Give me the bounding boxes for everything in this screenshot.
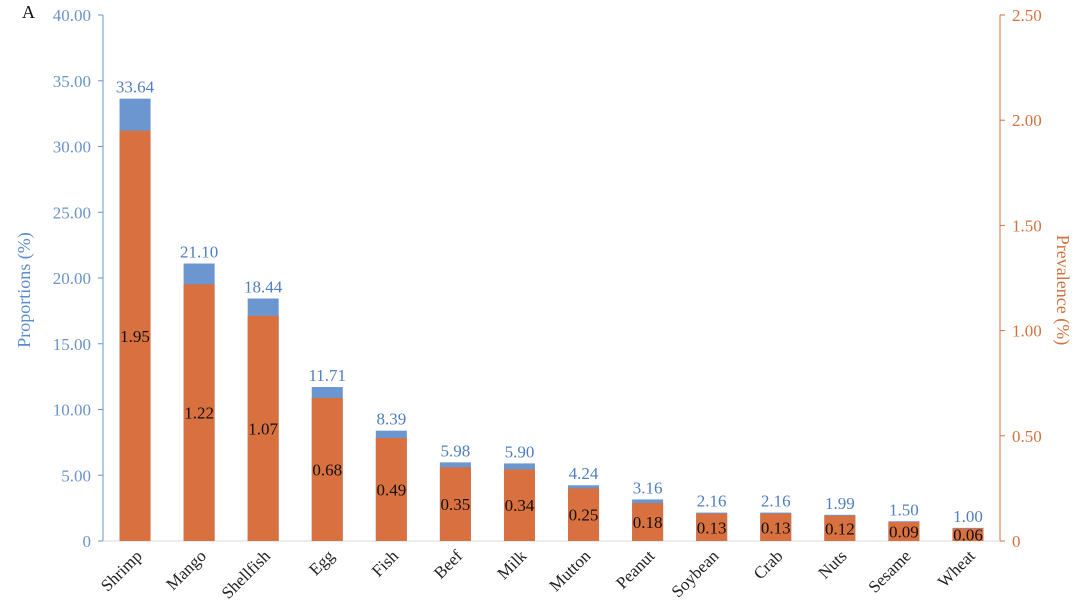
category-label: Peanut bbox=[612, 546, 658, 592]
proportion-value-label: 4.24 bbox=[569, 464, 599, 483]
prevalence-value-label: 0.12 bbox=[825, 519, 855, 538]
category-label: Egg bbox=[305, 546, 338, 579]
proportion-value-label: 1.00 bbox=[953, 507, 983, 526]
prevalence-value-label: 0.34 bbox=[505, 496, 535, 515]
right-axis: 0 0.50 1.00 1.50 2.00 2.50 bbox=[999, 6, 1042, 551]
left-tick-label: 25.00 bbox=[53, 203, 91, 222]
left-tick-label: 30.00 bbox=[53, 138, 91, 157]
category-label: Shrimp bbox=[97, 546, 146, 595]
proportion-value-label: 2.16 bbox=[761, 492, 791, 511]
prevalence-bar bbox=[247, 315, 279, 541]
prevalence-value-label: 0.09 bbox=[889, 523, 919, 542]
left-tick-label: 0 bbox=[83, 532, 92, 551]
prevalence-bar bbox=[952, 528, 984, 541]
prevalence-bar bbox=[760, 513, 792, 541]
prevalence-value-label: 0.13 bbox=[761, 518, 791, 537]
prevalence-bar bbox=[888, 522, 920, 541]
proportion-value-label: 33.64 bbox=[116, 78, 155, 97]
prevalence-value-label: 0.35 bbox=[441, 495, 471, 514]
proportion-value-label: 1.99 bbox=[825, 494, 855, 513]
right-tick-label: 2.00 bbox=[1012, 111, 1042, 130]
category-label: Soybean bbox=[668, 546, 723, 601]
prevalence-value-label: 0.49 bbox=[376, 480, 406, 499]
prevalence-bar bbox=[824, 515, 856, 541]
proportion-value-label: 5.90 bbox=[505, 442, 535, 461]
proportion-value-label: 2.16 bbox=[697, 492, 727, 511]
right-tick-label: 0.50 bbox=[1012, 427, 1042, 446]
proportion-value-label: 21.10 bbox=[180, 243, 218, 262]
prevalence-value-label: 0.18 bbox=[633, 513, 663, 532]
proportion-value-label: 3.16 bbox=[633, 478, 663, 497]
prevalence-bar bbox=[503, 469, 535, 541]
prevalence-value-label: 1.22 bbox=[184, 404, 214, 423]
prevalence-bar bbox=[119, 130, 151, 541]
right-tick-label: 0 bbox=[1012, 532, 1021, 551]
prevalence-value-label: 0.06 bbox=[953, 526, 983, 545]
category-label: Mutton bbox=[546, 546, 595, 595]
prevalence-bar bbox=[568, 488, 600, 541]
category-label: Beef bbox=[430, 546, 466, 582]
prevalence-bar bbox=[183, 284, 215, 541]
category-label: Fish bbox=[368, 546, 403, 581]
prevalence-value-label: 1.07 bbox=[248, 419, 278, 438]
proportion-value-label: 11.71 bbox=[308, 366, 346, 385]
data-labels: 33.64 1.95 21.10 1.22 18.44 1.07 11.71 0.68 8.39… bbox=[116, 78, 983, 545]
left-tick-label: 5.00 bbox=[61, 466, 91, 485]
category-label: Nuts bbox=[814, 546, 850, 582]
left-tick-label: 35.00 bbox=[53, 72, 91, 91]
prevalence-bar bbox=[439, 467, 471, 541]
prevalence-value-label: 0.68 bbox=[312, 460, 342, 479]
left-tick-label: 20.00 bbox=[53, 269, 91, 288]
prevalence-bar bbox=[696, 513, 728, 541]
category-label: Shellfish bbox=[218, 546, 275, 603]
prevalence-bar bbox=[632, 503, 664, 541]
category-labels: Shrimp Mango Shellfish Egg Fish Beef Milk Mutto… bbox=[97, 546, 979, 603]
bars bbox=[103, 98, 1000, 542]
left-axis: 0 5.00 10.00 15.00 20.00 25.00 30.00 35.00 40.00 bbox=[53, 6, 104, 551]
category-label: Wheat bbox=[934, 546, 979, 591]
prevalence-value-label: 1.95 bbox=[120, 327, 150, 346]
prevalence-value-label: 0.13 bbox=[697, 518, 727, 537]
category-label: Crab bbox=[750, 546, 787, 583]
right-tick-label: 1.00 bbox=[1012, 322, 1042, 341]
proportion-value-label: 18.44 bbox=[244, 278, 283, 297]
panel-label: A bbox=[22, 2, 35, 22]
right-tick-label: 1.50 bbox=[1012, 216, 1042, 235]
left-tick-label: 10.00 bbox=[53, 401, 91, 420]
prevalence-bar bbox=[311, 397, 343, 541]
proportion-value-label: 8.39 bbox=[376, 410, 406, 429]
left-tick-label: 15.00 bbox=[53, 335, 91, 354]
left-axis-title: Proportions (%) bbox=[14, 232, 35, 348]
prevalence-bar bbox=[375, 437, 407, 541]
category-label: Milk bbox=[493, 546, 530, 583]
right-tick-label: 2.50 bbox=[1012, 6, 1042, 25]
proportion-value-label: 1.50 bbox=[889, 500, 919, 519]
category-label: Sesame bbox=[865, 546, 915, 596]
right-axis-title: Prevalence (%) bbox=[1052, 235, 1073, 345]
prevalence-value-label: 0.25 bbox=[569, 506, 599, 525]
proportion-value-label: 5.98 bbox=[441, 441, 471, 460]
category-label: Mango bbox=[162, 546, 209, 593]
left-tick-label: 40.00 bbox=[53, 6, 91, 25]
